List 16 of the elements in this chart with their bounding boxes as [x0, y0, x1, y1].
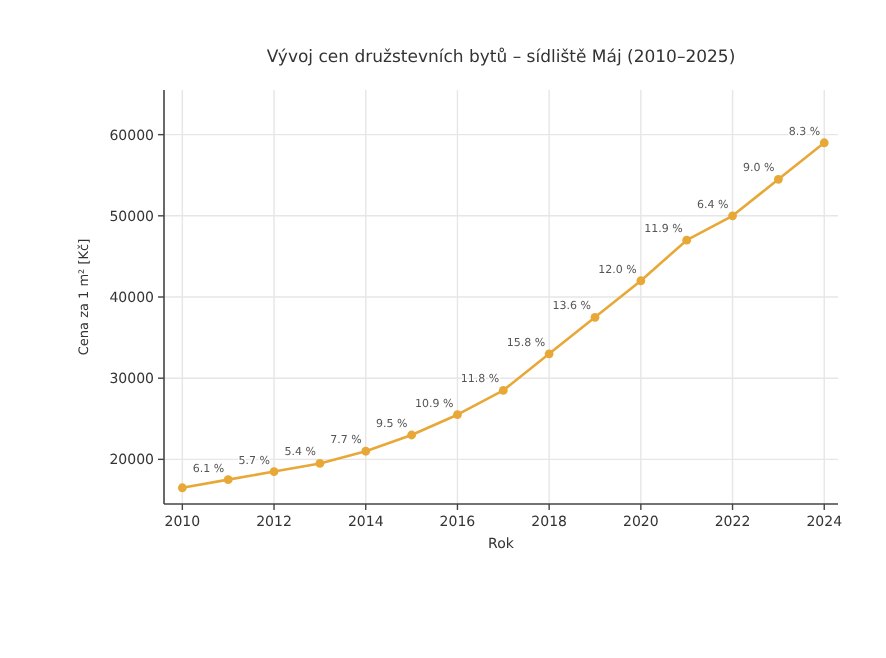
point	[590, 312, 600, 322]
point	[269, 467, 279, 476]
point	[223, 475, 233, 485]
point	[453, 410, 462, 420]
point	[682, 235, 692, 245]
point	[315, 459, 325, 468]
point	[361, 446, 371, 456]
point	[819, 138, 829, 148]
point	[498, 385, 508, 395]
point	[728, 211, 737, 221]
point	[177, 483, 187, 493]
point	[407, 430, 416, 440]
chart-title: Vývoj cen družstevních bytů – sídliště Máj (2010–2025)	[266, 46, 736, 68]
point	[544, 349, 554, 359]
point	[773, 174, 783, 184]
point	[636, 276, 646, 286]
